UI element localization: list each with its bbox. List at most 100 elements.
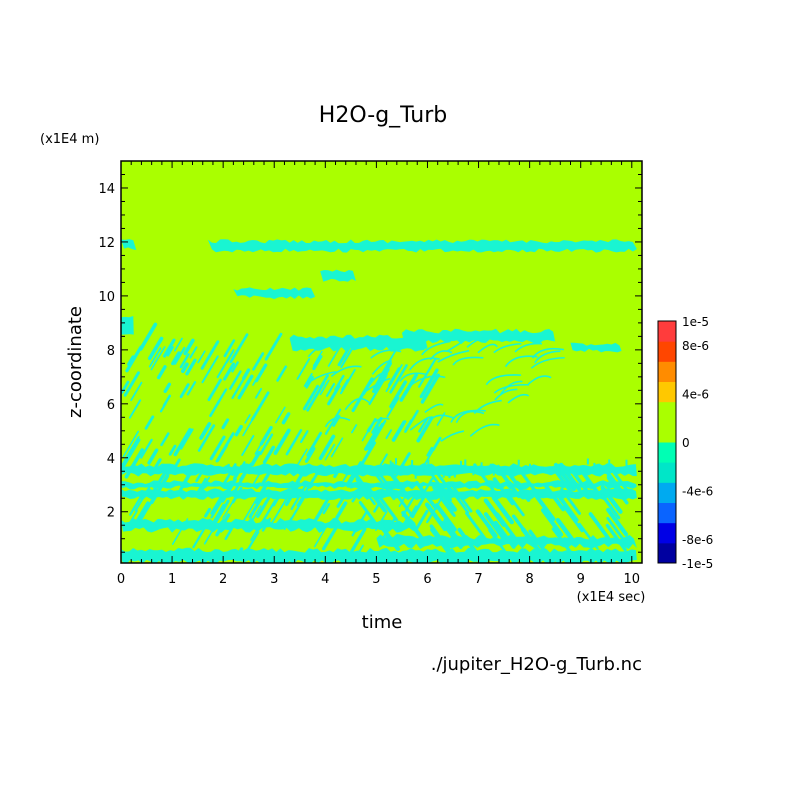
turbulence-streak [371,420,387,444]
fleck [489,463,492,470]
turbulence-streak [168,444,177,456]
turbulence-streak [386,396,400,418]
turbulence-arc [324,416,351,428]
turbulence-streak [173,346,186,365]
turbulence-streak [173,427,192,457]
turbulence-streak [391,420,406,442]
colorbar-swatch [658,462,676,483]
x-tick-label: 0 [117,572,125,587]
turbulence-arc [366,417,390,432]
turbulence-streak [200,340,220,370]
turbulence-streak [237,374,254,400]
turbulence-streak [297,448,308,465]
lower-streak [364,483,387,513]
plot-frame [120,160,643,564]
turbulence-arc [485,374,522,386]
x-axis: 0 1 2 3 4 5 6 7 8 9 10 [117,161,643,587]
fleck [608,459,611,466]
turbulence-streak [304,446,316,463]
lower-streak [451,485,473,513]
turbulence-streak [327,384,341,406]
turbulence-arc [450,409,486,423]
turbulence-streak [189,346,198,359]
turbulence-streak [126,355,135,366]
turbulence-arc [469,423,500,437]
lower-streak [358,500,380,529]
turbulence-streak [203,531,213,545]
fleck [394,458,397,465]
turbulence-streak [319,379,330,396]
turbulence-streak [385,364,403,393]
lower-streak [601,465,624,493]
lower-streak [488,529,509,556]
turbulence-arc [452,356,484,366]
turbulence-streak [250,451,261,467]
fleck [606,473,609,480]
lower-streak [401,510,424,540]
turbulence-streak [121,438,141,468]
turbulence-streak [327,339,345,367]
turbulence-streak [324,408,342,435]
turbulence-arc [409,416,431,431]
turbulence-streak [260,472,271,487]
x-tick-label: 3 [270,572,278,587]
lower-streak [434,503,457,532]
y-axis-label: z-coordinate [65,306,86,418]
turbulence-arc [421,340,451,356]
fleck [459,460,462,467]
turbulence-streak [389,380,408,409]
fleck [391,462,394,469]
lower-streak [517,466,539,495]
turbulence-streak [341,379,349,391]
lower-streak [424,502,448,532]
turbulence-streak [223,362,236,381]
fleck [448,472,451,479]
turbulence-streak [201,355,219,384]
turbulence-arc [408,357,440,371]
band-z8-c [570,342,622,353]
lower-streak [508,473,531,502]
fleck [586,458,589,465]
y-tick-label: 4 [107,452,115,467]
turbulence-streak [302,384,320,411]
turbulence-streak [385,429,393,440]
y-tick-label: 6 [107,398,115,413]
turbulence-streak [381,368,390,382]
turbulence-streak [207,378,222,402]
lower-streak [495,512,518,541]
turbulence-arc [307,343,335,358]
fleck [389,460,392,467]
x-tick-label: 6 [423,572,431,587]
lower-streak [374,467,396,495]
lower-streak [374,473,396,501]
lower-streak [556,493,579,523]
turbulence-streak [121,435,140,466]
turbulence-arc [437,349,470,363]
turbulence-streak [234,424,243,437]
band-z10-8 [320,269,356,282]
turbulence-arc [500,380,523,395]
turbulence-arc [504,355,538,368]
lower-streak [600,485,623,514]
turbulence-streak [128,399,142,419]
x-tick-label: 4 [321,572,329,587]
lower-streak [415,480,437,509]
turbulence-streak [159,402,167,413]
y-tick-label: 12 [98,236,115,251]
turbulence-streak [204,507,212,518]
turbulence-streak [337,344,352,367]
lower-streak [551,465,573,494]
turbulence-streak [150,346,166,371]
x-tick-label: 1 [168,572,176,587]
turbulence-streak [129,497,142,516]
turbulence-streak [162,338,176,358]
turbulence-streak [125,345,143,373]
source-file-label: ./jupiter_H2O-g_Turb.nc [431,654,642,675]
turbulence-streak [223,339,236,358]
colorbar-label: -8e-6 [682,533,713,547]
fleck [558,468,561,475]
turbulence-streak [364,426,380,451]
lower-streak [377,522,401,552]
turbulence-streak [216,444,229,462]
turbulence-arc [514,342,543,353]
